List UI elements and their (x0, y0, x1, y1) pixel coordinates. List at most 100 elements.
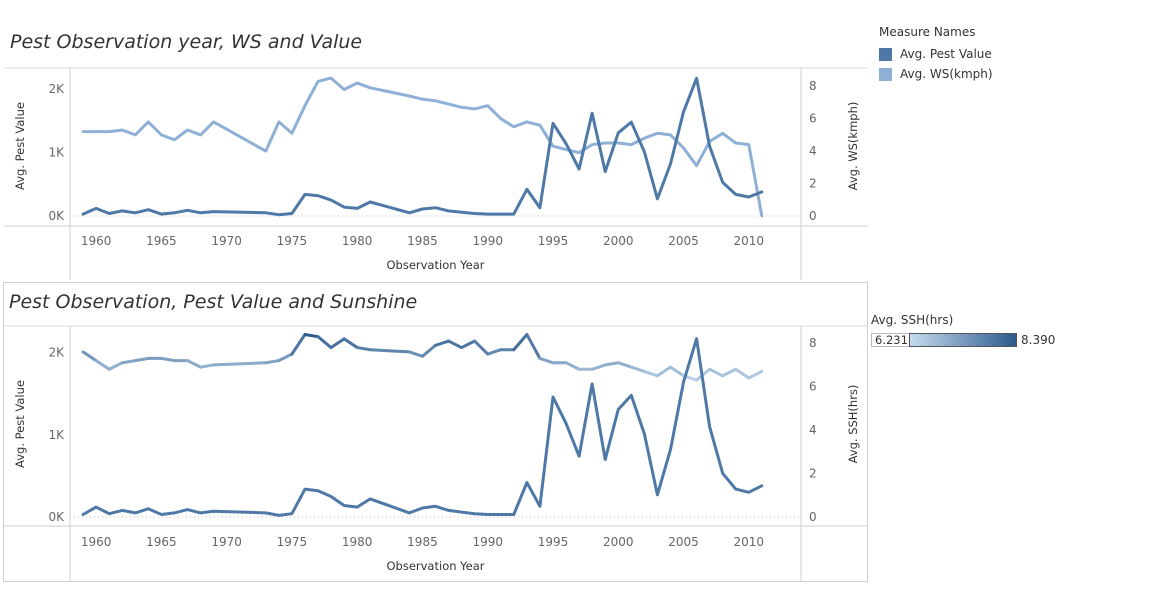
legend-label-ws: Avg. WS(kmph) (900, 67, 993, 81)
x-tick-label-2000: 2000 (603, 535, 634, 549)
series-segment-avg-ssh-hrs (120, 359, 137, 365)
legend-swatch-pest-value (879, 47, 892, 61)
legend-label-pest-value: Avg. Pest Value (900, 47, 992, 61)
series-segment-avg-ssh-hrs (486, 348, 503, 356)
y2-axis-title: Avg. SSH(hrs) (846, 385, 860, 464)
series-segment-avg-ssh-hrs (512, 333, 529, 352)
series-line-avg-pest-value (81, 337, 764, 517)
y-axis-title: Avg. Pest Value (13, 380, 27, 468)
series-segment-avg-ssh-hrs (185, 359, 203, 369)
series-segment-avg-ssh-hrs (212, 361, 268, 367)
ssh-color-legend: Avg. SSH(hrs) 6.231 8.390 (871, 313, 1061, 349)
chart-ws-pest: 1960 1965 1970 1975 1980 1985 1990 1995 2000 2005… (4, 67, 868, 280)
chart2-title: Pest Observation, Pest Value and Sunshin… (9, 291, 418, 313)
series-segment-avg-ssh-hrs (747, 369, 764, 380)
x-tick-label-1960: 1960 (81, 535, 112, 549)
x-tick-label-1985: 1985 (407, 535, 438, 549)
series-segment-avg-ssh-hrs (434, 339, 451, 347)
x-tick-label-1975: 1975 (277, 234, 308, 248)
y2-tick-label-4: 4 (809, 144, 817, 158)
series-segment-avg-ssh-hrs (564, 361, 581, 371)
x-tick-label-1980: 1980 (342, 234, 373, 248)
legend-title: Measure Names (879, 25, 976, 39)
series-segment-avg-ssh-hrs (655, 365, 672, 378)
series-segment-avg-ssh-hrs (290, 333, 307, 356)
series-segment-avg-ssh-hrs (368, 348, 411, 354)
color-ramp-bar (909, 333, 1017, 347)
y2-tick-label-6: 6 (809, 112, 817, 126)
x-tick-label-1990: 1990 (472, 535, 503, 549)
y2-tick-label-6: 6 (809, 380, 817, 394)
x-tick-label-1975: 1975 (277, 535, 308, 549)
color-ramp-min-label: 6.231 (871, 333, 909, 347)
color-legend-title: Avg. SSH(hrs) (871, 313, 954, 327)
color-ramp-max-label: 8.390 (1021, 333, 1056, 347)
series-segment-avg-ssh-hrs (668, 365, 686, 378)
series-segment-avg-ssh-hrs (603, 361, 620, 367)
x-tick-label-2010: 2010 (734, 535, 765, 549)
x-tick-label-1970: 1970 (211, 535, 242, 549)
series-segment-avg-ssh-hrs (107, 361, 124, 371)
series-segment-avg-ssh-hrs (734, 367, 751, 380)
y2-tick-label-2: 2 (809, 467, 817, 481)
y-tick-label-0: 0K (48, 510, 65, 524)
series-segment-avg-ssh-hrs (721, 367, 738, 378)
x-tick-label-2005: 2005 (668, 234, 699, 248)
y2-tick-label-4: 4 (809, 423, 817, 437)
measure-names-legend: Measure Names Avg. Pest Value Avg. WS(km… (879, 25, 993, 84)
series-segment-avg-ssh-hrs (629, 365, 646, 373)
series-segment-avg-ssh-hrs (590, 363, 607, 371)
series-segment-avg-ssh-hrs (525, 333, 542, 360)
x-tick-label-1960: 1960 (81, 234, 112, 248)
series-segment-avg-ssh-hrs (407, 350, 424, 358)
x-tick-label-2005: 2005 (668, 535, 699, 549)
series-segment-avg-ssh-hrs (473, 339, 490, 356)
x-tick-label-1965: 1965 (146, 535, 177, 549)
series-segment-avg-ssh-hrs (708, 367, 725, 378)
x-tick-label-2010: 2010 (734, 234, 765, 248)
legend-swatch-ws (879, 67, 892, 81)
series-line-avg-ws-kmph (81, 76, 764, 218)
series-segment-avg-ssh-hrs (94, 359, 111, 371)
y2-tick-label-2: 2 (809, 177, 817, 191)
x-tick-label-1995: 1995 (538, 234, 569, 248)
series-segment-avg-ssh-hrs (316, 335, 333, 350)
series-segment-avg-ssh-hrs (342, 337, 359, 350)
x-tick-label-1995: 1995 (538, 535, 569, 549)
legend-item-pest-value[interactable]: Avg. Pest Value (879, 44, 993, 64)
series-segment-avg-ssh-hrs (420, 343, 437, 358)
y2-axis-title: Avg. WS(kmph) (846, 102, 860, 191)
series-segment-avg-ssh-hrs (447, 339, 464, 350)
series-segment-avg-ssh-hrs (642, 369, 659, 378)
series-segment-avg-ssh-hrs (303, 333, 320, 339)
color-ramp-row: 6.231 8.390 (871, 333, 1061, 349)
series-segment-avg-ssh-hrs (460, 339, 477, 350)
series-segment-avg-ssh-hrs (277, 352, 294, 363)
chart2-frame (3, 282, 868, 582)
y-tick-label-1000: 1K (48, 146, 65, 160)
y2-tick-label-0: 0 (809, 209, 817, 223)
series-segment-avg-ssh-hrs (133, 356, 150, 363)
x-tick-label-1965: 1965 (146, 234, 177, 248)
series-segment-avg-ssh-hrs (355, 346, 372, 352)
y2-tick-label-0: 0 (809, 510, 817, 524)
y-tick-label-1000: 1K (48, 428, 65, 442)
series-segment-avg-ssh-hrs (199, 363, 216, 369)
y-tick-label-2000: 2K (48, 346, 65, 360)
legend-item-ws[interactable]: Avg. WS(kmph) (879, 64, 993, 84)
y-tick-label-2000: 2K (48, 82, 65, 96)
series-line-avg-pest-value (81, 76, 764, 217)
series-segment-avg-ssh-hrs (264, 359, 281, 365)
x-tick-label-1980: 1980 (342, 535, 373, 549)
x-tick-label-2000: 2000 (603, 234, 634, 248)
x-tick-label-1970: 1970 (211, 234, 242, 248)
chart1-title: Pest Observation year, WS and Value (10, 31, 363, 53)
x-axis-title: Observation Year (386, 258, 484, 272)
y2-tick-label-8: 8 (809, 336, 817, 350)
series-segment-avg-ssh-hrs (159, 356, 176, 363)
x-axis-title: Observation Year (386, 559, 484, 573)
series-segment-avg-ssh-hrs (538, 356, 555, 365)
series-segment-avg-ssh-hrs (329, 337, 346, 350)
x-tick-label-1990: 1990 (472, 234, 503, 248)
